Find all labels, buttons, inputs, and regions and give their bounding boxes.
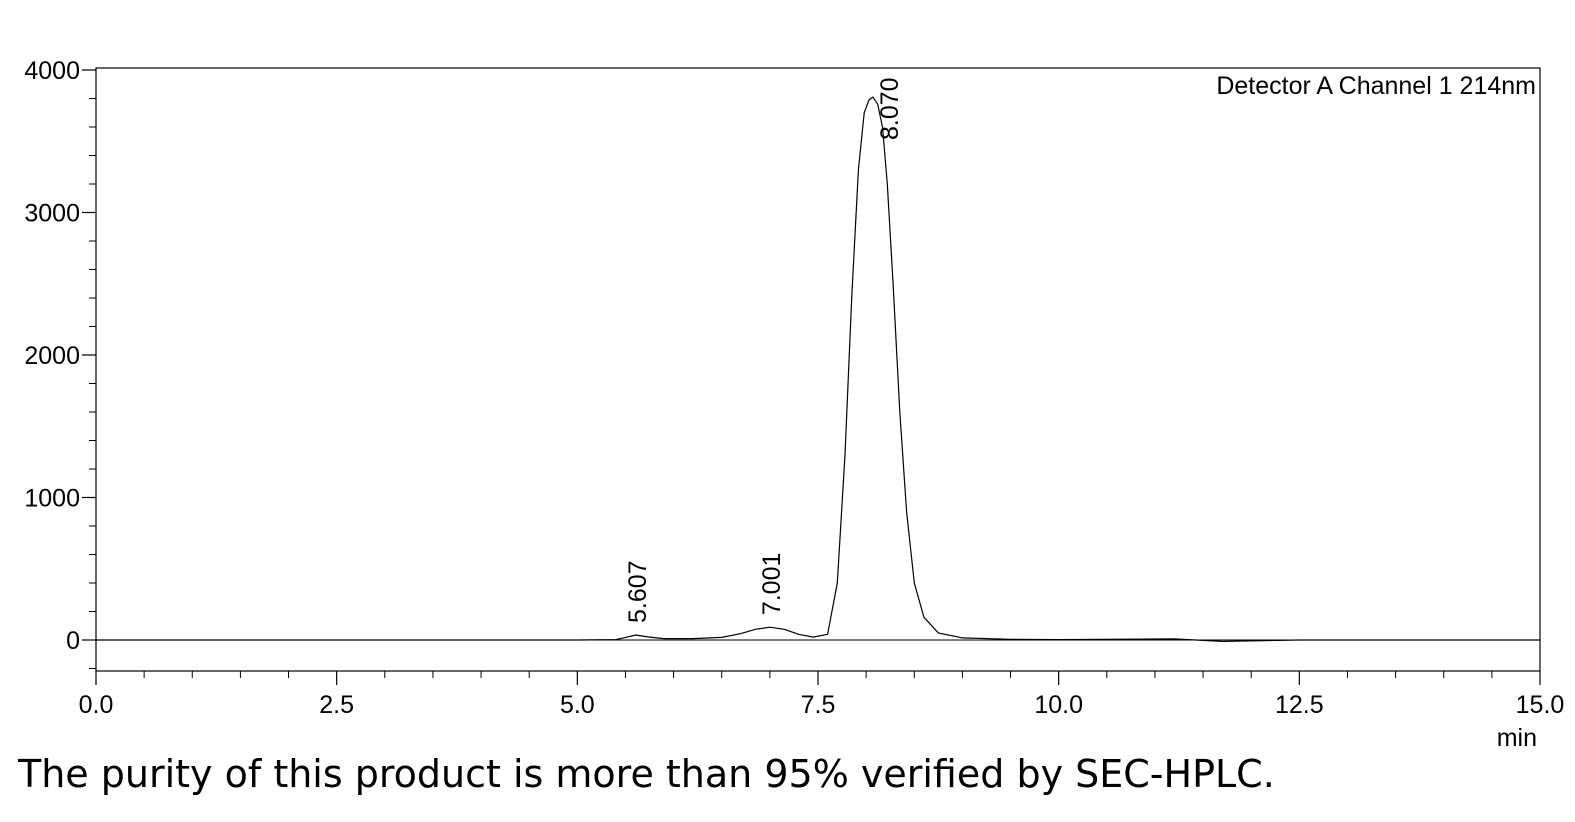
y-axis: 0 1000 2000 3000 4000 — [24, 57, 96, 669]
x-tick-label: 5.0 — [560, 691, 595, 719]
peak-labels: 5.607 7.001 8.070 — [624, 77, 904, 623]
peak-label: 5.607 — [624, 560, 652, 623]
x-tick-label: 7.5 — [801, 691, 836, 719]
x-tick-label: 12.5 — [1275, 691, 1324, 719]
purity-caption: The purity of this product is more than … — [18, 752, 1275, 796]
x-tick-label: 0.0 — [79, 691, 114, 719]
peak-label: 7.001 — [758, 553, 786, 616]
x-tick-label: 10.0 — [1034, 691, 1083, 719]
y-tick-label: 4000 — [24, 57, 80, 85]
y-tick-label: 2000 — [24, 342, 80, 370]
x-tick-label: 15.0 — [1516, 691, 1565, 719]
x-axis: 0.0 2.5 5.0 7.5 10.0 12.5 15.0 — [79, 671, 1565, 719]
legend-text: Detector A Channel 1 214nm — [1216, 72, 1536, 100]
series-line — [96, 96, 1540, 643]
plot-frame — [95, 67, 1541, 672]
y-tick-label: 1000 — [24, 485, 80, 513]
chromatogram-chart: 0 1000 2000 3000 4000 0.0 2.5 5.0 7.5 10.0 12.5 15… — [24, 57, 1565, 752]
x-tick-label: 2.5 — [319, 691, 354, 719]
y-tick-label: 3000 — [24, 200, 80, 228]
peak-label: 8.070 — [876, 77, 904, 140]
y-tick-label: 0 — [66, 627, 80, 655]
x-axis-label: min — [1497, 724, 1537, 752]
